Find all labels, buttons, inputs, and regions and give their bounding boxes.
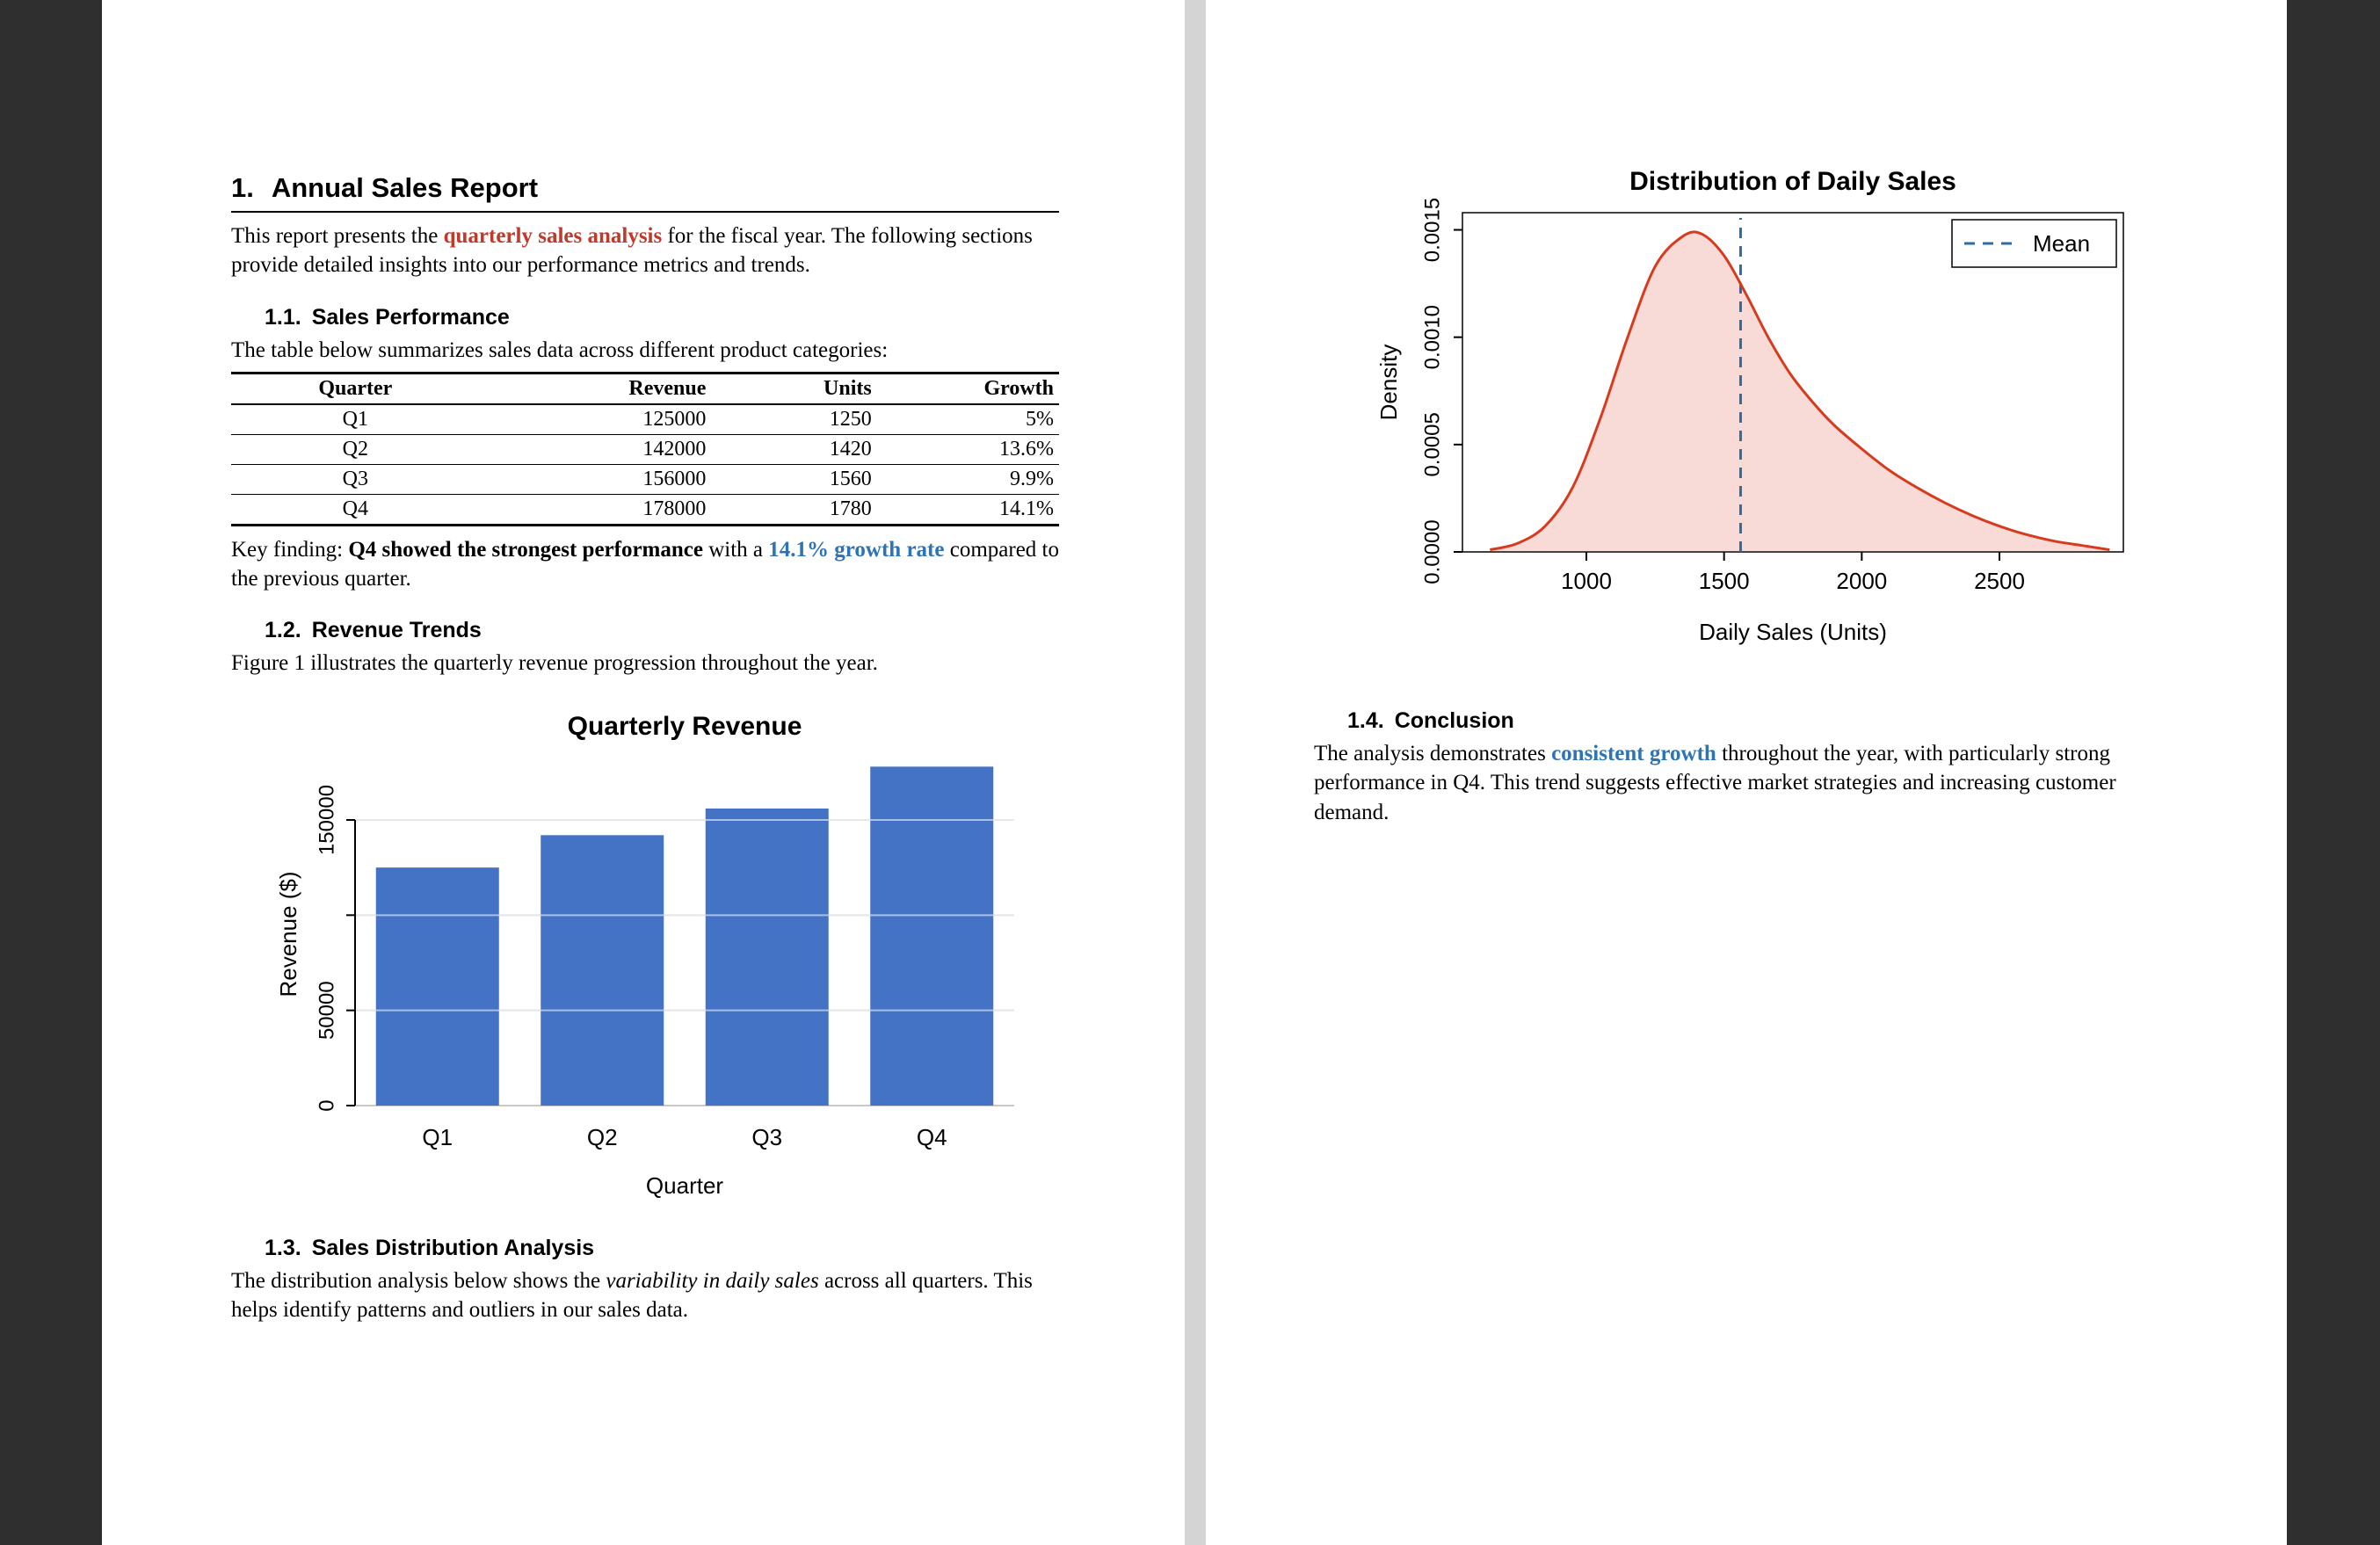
- subheading-title: Revenue Trends: [311, 618, 482, 643]
- daily-sales-density-chart: 1000 1500 2000 2500 0.0000 0.0005 0.0010 0.0015…: [1314, 156, 2190, 684]
- table-row: Q1 125000 1250 5%: [231, 403, 1059, 435]
- section-heading-annual-sales-report: 1. Annual Sales Report: [231, 172, 1059, 213]
- page-2-content: 1000 1500 2000 2500 0.0000 0.0005 0.0010 0.0015…: [1206, 0, 2287, 827]
- svg-text:1500: 1500: [1698, 568, 1749, 594]
- table-cell: 1780: [711, 494, 877, 526]
- subheading-title: Sales Performance: [311, 304, 510, 330]
- svg-text:Mean: Mean: [2033, 230, 2090, 257]
- table-header-growth: Growth: [876, 373, 1059, 405]
- svg-text:0.0010: 0.0010: [1420, 305, 1444, 369]
- distribution-text-2: across all quarters. This helps identify…: [231, 1268, 1033, 1322]
- variability-italic: variability in daily sales: [606, 1268, 819, 1293]
- svg-text:Revenue ($): Revenue ($): [275, 871, 301, 997]
- bar-chart-svg: 0 50000 150000 Q1 Q2 Q3 Q4 Quarter Revenue ($) Qu…: [275, 712, 1014, 1199]
- subheading-title: Sales Distribution Analysis: [311, 1235, 595, 1260]
- key-finding-paragraph: Key finding: Q4 showed the strongest per…: [231, 535, 1059, 594]
- svg-text:1000: 1000: [1561, 568, 1612, 594]
- key-finding-text-3: compared to the previous quarter.: [231, 537, 1059, 591]
- table-cell: 9.9%: [876, 464, 1059, 495]
- svg-text:Quarter: Quarter: [646, 1172, 723, 1199]
- table-row: Q4 178000 1780 14.1%: [231, 494, 1059, 526]
- table-cell: 142000: [479, 434, 712, 465]
- svg-text:0.0005: 0.0005: [1420, 412, 1444, 476]
- document-page-2: 1000 1500 2000 2500 0.0000 0.0005 0.0010 0.0015…: [1206, 0, 2287, 1545]
- svg-text:Q3: Q3: [751, 1124, 782, 1150]
- svg-text:Distribution of Daily Sales: Distribution of Daily Sales: [1629, 167, 1956, 196]
- svg-text:150000: 150000: [316, 784, 339, 854]
- page-1-content: 1. Annual Sales Report This report presen…: [102, 0, 1185, 1324]
- table-row: Q3 156000 1560 9.9%: [231, 464, 1059, 495]
- table-header-row: Quarter Revenue Units Growth: [231, 373, 1059, 405]
- intro-text-1: This report presents the: [231, 224, 444, 248]
- table-row: Q2 142000 1420 13.6%: [231, 434, 1059, 465]
- table-cell: 156000: [479, 464, 712, 495]
- svg-text:50000: 50000: [316, 981, 339, 1040]
- table-header-units: Units: [711, 373, 877, 405]
- svg-text:Density: Density: [1375, 345, 1402, 421]
- svg-text:Q2: Q2: [587, 1124, 618, 1150]
- quarterly-revenue-bar-chart: 0 50000 150000 Q1 Q2 Q3 Q4 Quarter Revenue ($) Qu…: [231, 701, 1059, 1211]
- conclusion-text-2: throughout the year, with particularly s…: [1314, 742, 2116, 824]
- svg-text:0.0015: 0.0015: [1420, 198, 1444, 262]
- sales-table: Quarter Revenue Units Growth Q1 125000 1…: [231, 371, 1059, 526]
- subheading-sales-performance: 1.1. Sales Performance: [265, 305, 1059, 330]
- intro-text-2: for the fiscal year. The following secti…: [231, 224, 1033, 278]
- distribution-text-1: The distribution analysis below shows th…: [231, 1268, 606, 1293]
- subheading-number: 1.2.: [265, 618, 301, 643]
- table-cell: 1420: [711, 434, 877, 465]
- table-cell: Q1: [231, 403, 480, 435]
- svg-text:0.0000: 0.0000: [1420, 519, 1444, 584]
- subheading-sales-distribution-analysis: 1.3. Sales Distribution Analysis: [265, 1236, 1059, 1261]
- subheading-title: Conclusion: [1394, 708, 1514, 733]
- table-intro-paragraph: The table below summarizes sales data ac…: [231, 337, 889, 362]
- subheading-conclusion: 1.4. Conclusion: [1347, 708, 2190, 734]
- conclusion-text-1: The analysis demonstrates: [1314, 742, 1552, 765]
- subheading-number: 1.1.: [265, 304, 301, 330]
- svg-text:2000: 2000: [1836, 568, 1887, 594]
- distribution-paragraph: The distribution analysis below shows th…: [231, 1266, 1059, 1325]
- table-cell: 1250: [711, 403, 877, 435]
- page-gap: [1185, 0, 1206, 1545]
- heading-number: 1.: [231, 172, 254, 203]
- table-cell: 13.6%: [876, 434, 1059, 465]
- key-finding-bold: Q4 showed the strongest performance: [348, 537, 703, 562]
- svg-text:Quarterly Revenue: Quarterly Revenue: [568, 712, 802, 741]
- highlight-quarterly-sales-analysis: quarterly sales analysis: [443, 224, 663, 248]
- consistent-growth-highlight: consistent growth: [1551, 742, 1716, 765]
- svg-text:Q4: Q4: [917, 1124, 947, 1150]
- growth-rate-highlight: 14.1% growth rate: [768, 537, 945, 562]
- table-header-revenue: Revenue: [479, 373, 712, 405]
- svg-text:2500: 2500: [1974, 568, 2025, 594]
- table-cell: 14.1%: [876, 494, 1059, 526]
- document-page-1: 1. Annual Sales Report This report presen…: [102, 0, 1185, 1545]
- heading-text: Annual Sales Report: [271, 172, 539, 203]
- subheading-revenue-trends: 1.2. Revenue Trends: [265, 618, 1059, 643]
- intro-paragraph: This report presents the quarterly sales…: [231, 221, 1059, 280]
- subheading-number: 1.3.: [265, 1235, 301, 1260]
- table-cell: 1560: [711, 464, 877, 495]
- density-chart-svg: 1000 1500 2000 2500 0.0000 0.0005 0.0010 0.0015…: [1375, 167, 2124, 645]
- table-cell: 125000: [479, 403, 712, 435]
- table-cell: 5%: [876, 403, 1059, 435]
- key-finding-text-2: with a: [702, 537, 769, 562]
- svg-text:Daily Sales (Units): Daily Sales (Units): [1699, 619, 1887, 645]
- svg-text:0: 0: [316, 1099, 339, 1111]
- figure1-intro-paragraph: Figure 1 illustrates the quarterly reven…: [231, 651, 878, 676]
- key-finding-text-1: Key finding:: [231, 537, 349, 562]
- table-cell: Q4: [231, 494, 480, 526]
- table-cell: 178000: [479, 494, 712, 526]
- conclusion-paragraph: The analysis demonstrates consistent gro…: [1314, 739, 2190, 827]
- table-header-quarter: Quarter: [231, 373, 480, 405]
- subheading-number: 1.4.: [1347, 708, 1384, 733]
- svg-text:Q1: Q1: [422, 1124, 453, 1150]
- table-cell: Q2: [231, 434, 480, 465]
- table-cell: Q3: [231, 464, 480, 495]
